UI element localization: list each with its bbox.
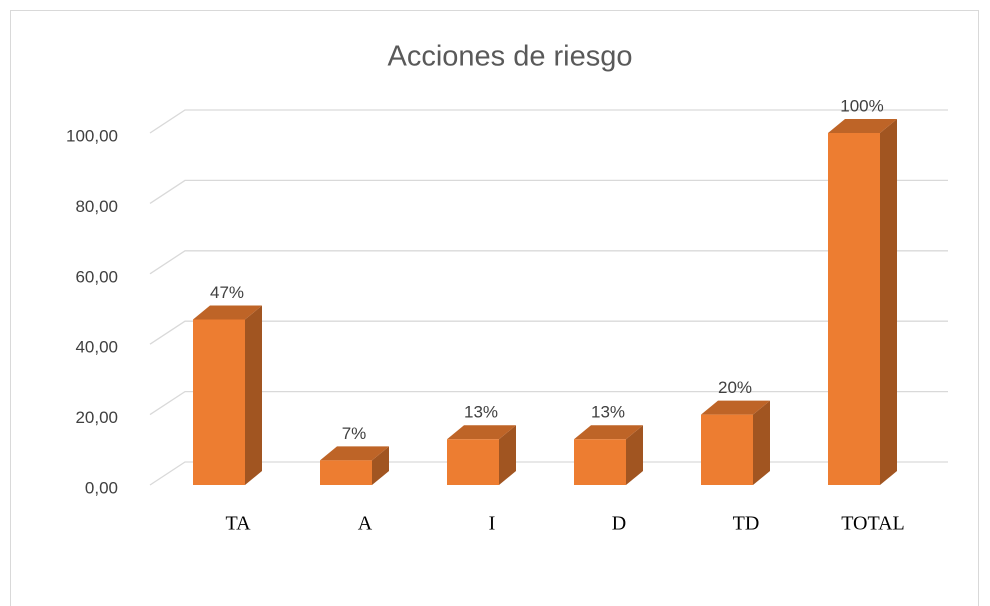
bar-side <box>753 400 770 485</box>
chart-title: Acciones de riesgo <box>387 41 632 73</box>
bar <box>320 446 389 485</box>
grid-line <box>149 250 948 275</box>
bar-front <box>701 414 753 485</box>
bar-side <box>499 425 516 485</box>
bar <box>447 425 516 485</box>
x-tick-label: TOTAL <box>841 513 905 535</box>
bar-front <box>828 133 880 485</box>
bar <box>701 400 770 485</box>
data-label: 13% <box>464 403 498 422</box>
bar-top <box>701 400 770 415</box>
bar-front <box>574 439 626 485</box>
bar-side <box>372 446 389 485</box>
bar-side <box>880 119 897 485</box>
bar-side <box>245 305 262 485</box>
bar-top <box>320 446 389 461</box>
data-label: 7% <box>342 424 367 443</box>
grid-line <box>149 109 948 134</box>
grid-line <box>149 179 948 204</box>
x-tick-label: TA <box>225 513 251 535</box>
data-label: 47% <box>210 283 244 302</box>
data-label: 20% <box>718 378 752 397</box>
bar-top <box>447 425 516 440</box>
bar-front <box>447 439 499 485</box>
bar-front <box>193 319 245 485</box>
grid-line <box>149 320 948 345</box>
grid-line <box>149 461 948 486</box>
x-tick-label: A <box>358 513 373 535</box>
data-label: 13% <box>591 403 625 422</box>
bar-top <box>828 119 897 133</box>
grid-line <box>149 390 948 416</box>
y-tick-label: 60,00 <box>75 267 118 286</box>
x-tick-label: I <box>489 513 496 535</box>
x-tick-label: D <box>612 513 626 535</box>
bar <box>828 119 897 485</box>
y-tick-label: 20,00 <box>75 408 118 427</box>
y-tick-label: 80,00 <box>75 197 118 216</box>
y-tick-label: 100,00 <box>66 126 118 145</box>
bar <box>193 305 262 485</box>
bar-top <box>574 425 643 440</box>
bar <box>574 425 643 485</box>
bar-top <box>193 305 262 320</box>
bar-side <box>626 425 643 485</box>
bar-front <box>320 460 372 485</box>
x-tick-label: TD <box>733 513 760 535</box>
y-tick-label: 40,00 <box>75 338 118 357</box>
data-label: 100% <box>840 96 883 115</box>
y-tick-label: 0,00 <box>85 478 118 497</box>
